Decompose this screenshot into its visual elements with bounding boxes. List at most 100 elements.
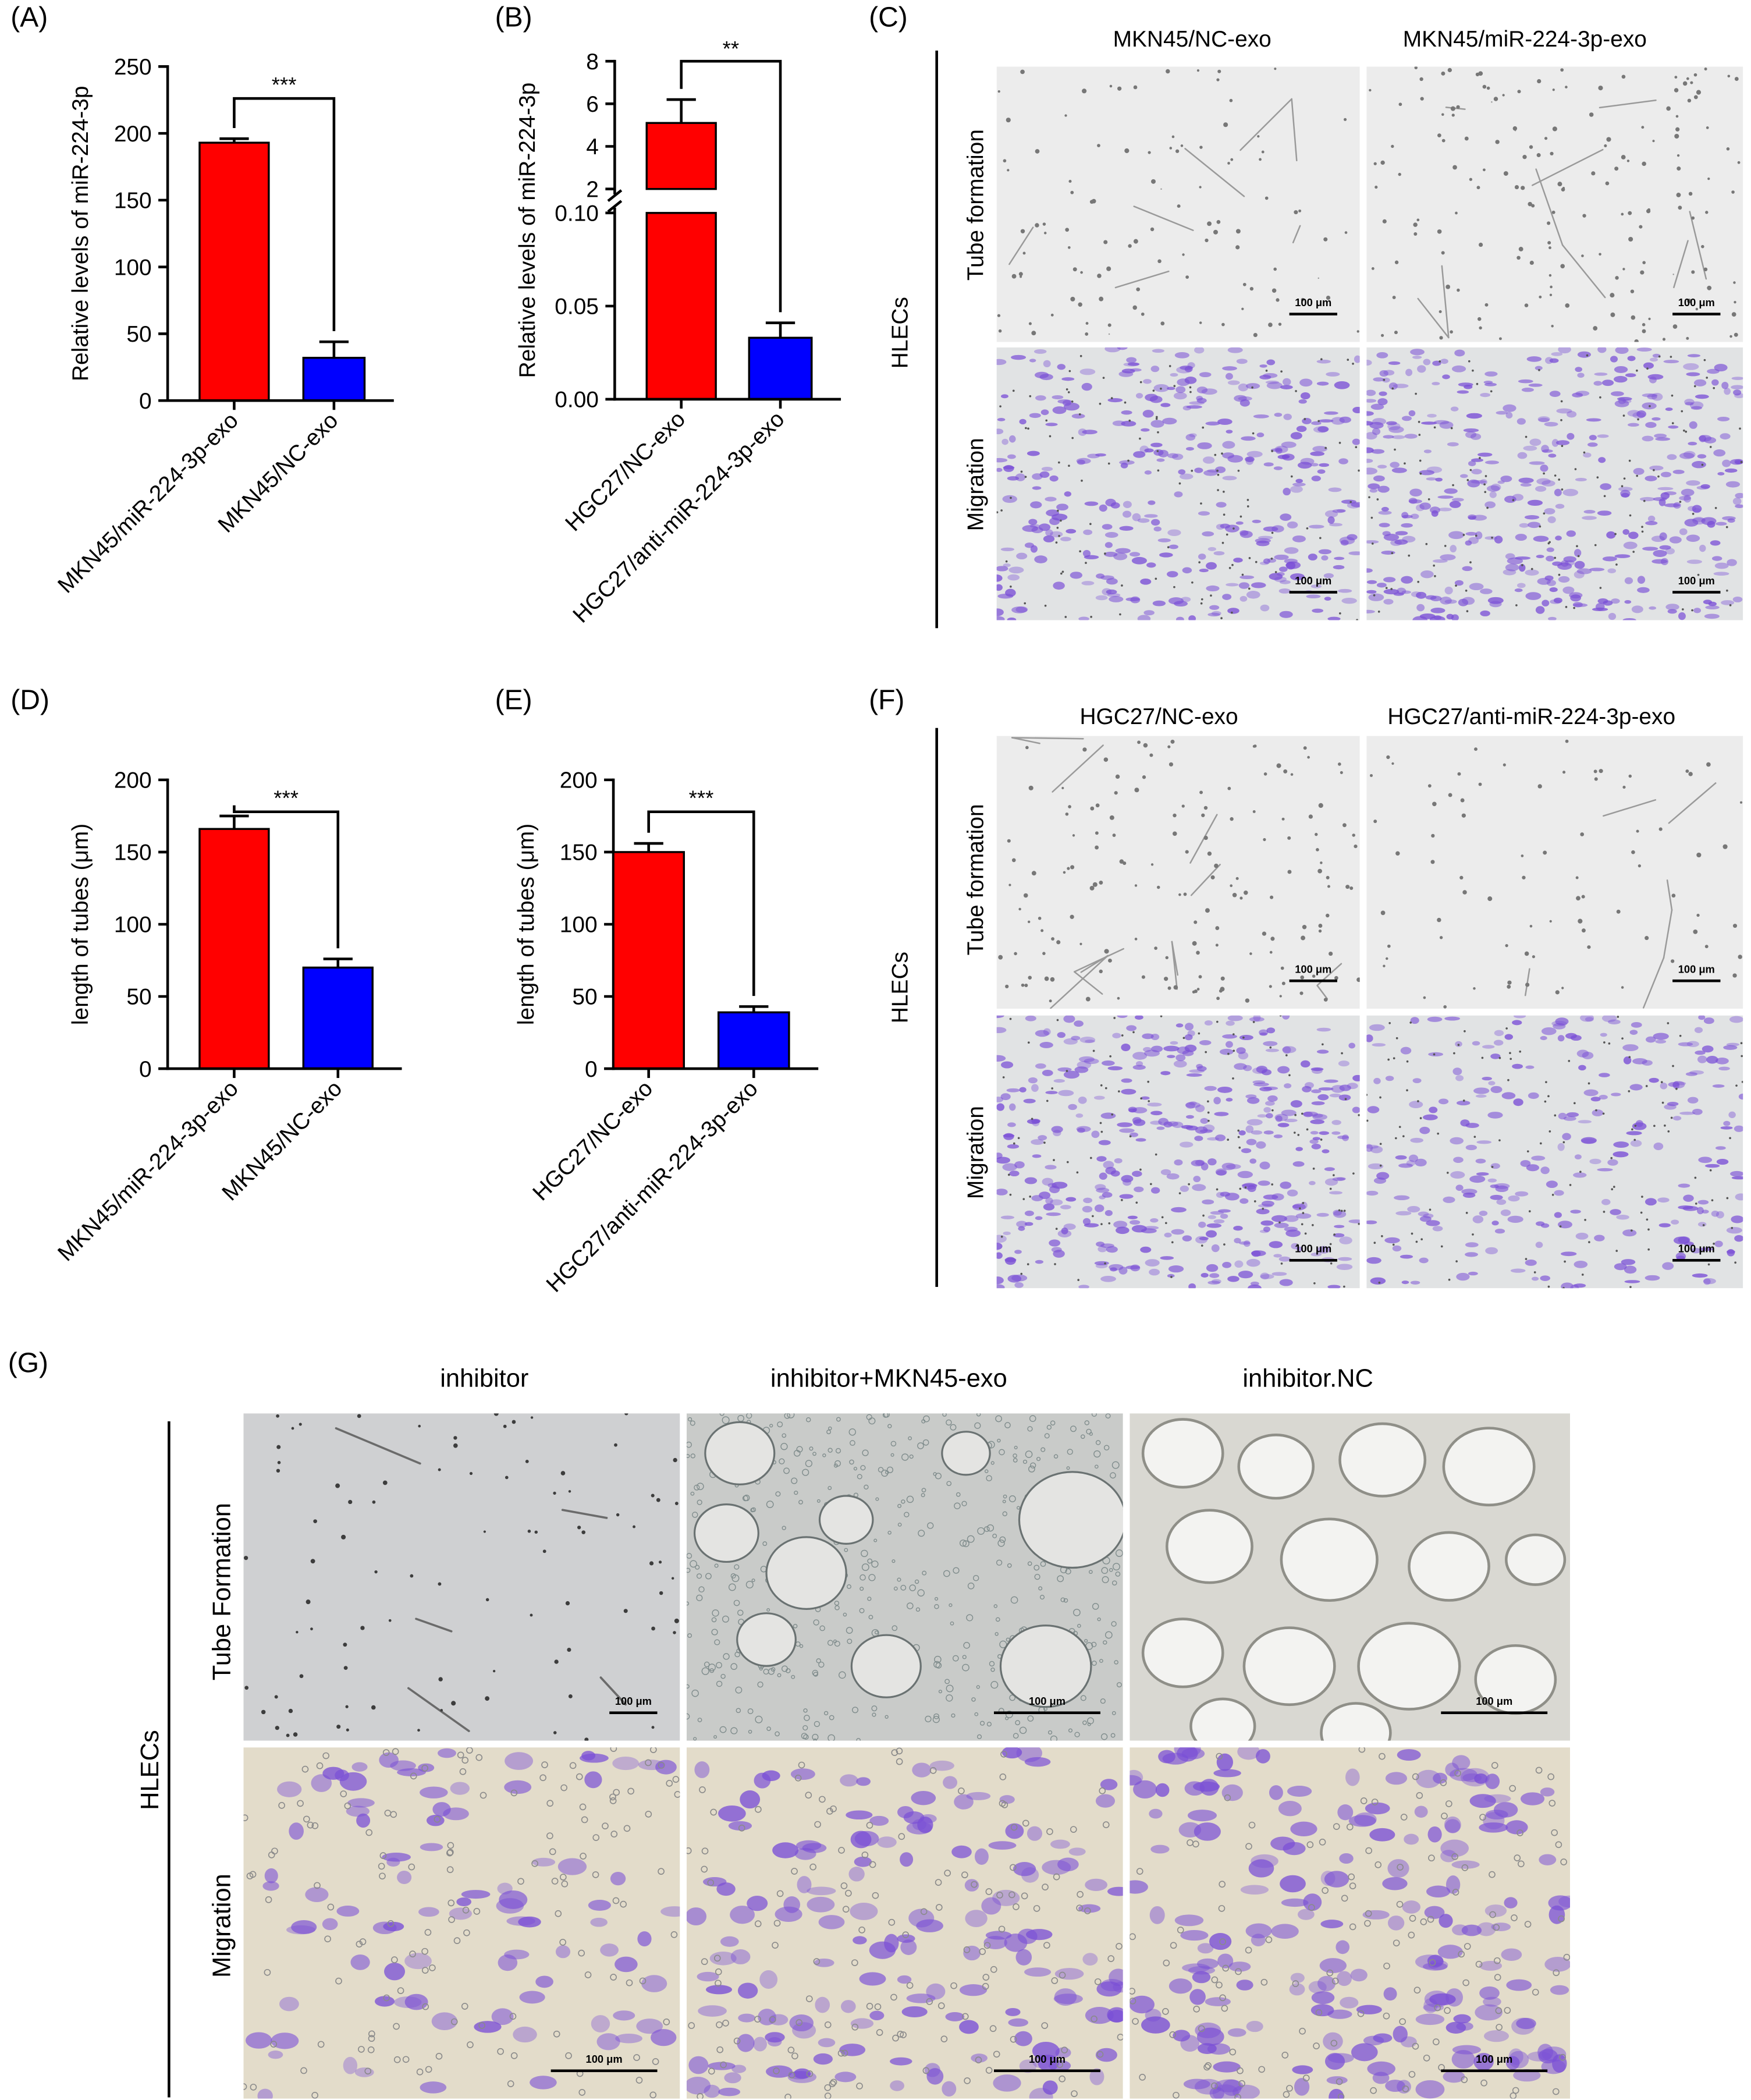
scale-bar-label: 100 μm: [1028, 1695, 1066, 1708]
scale-bar-label: 100 μm: [615, 1695, 652, 1708]
scale-bar: [1672, 979, 1721, 982]
scale-bar: [994, 2069, 1100, 2073]
scale-bar-label: 100 μm: [1678, 1243, 1715, 1255]
x-tick-label: MKN45/miR-224-3p-exo: [53, 1076, 243, 1267]
micrograph-f-tube-nc: 100 μm: [996, 736, 1360, 1009]
y-tick-label: 100: [114, 913, 152, 938]
scale-bar-label: 100 μm: [1295, 963, 1332, 976]
y-tick-label: 100: [114, 255, 152, 280]
bar: [645, 122, 717, 190]
cell-label-hlecs: HLECs: [137, 1730, 165, 1810]
y-tick-label: 50: [572, 985, 597, 1010]
y-tick-label: 0.05: [555, 295, 599, 320]
y-axis-label: Relative levels of miR-224-3p: [515, 83, 540, 378]
micrograph-texture: [243, 1747, 680, 2099]
micrograph-texture: [1366, 1015, 1743, 1289]
micrograph-g-migration-inhibitor: 100 μm: [243, 1747, 680, 2099]
y-tick-label: 2: [586, 177, 599, 202]
y-tick-label: 150: [560, 840, 598, 865]
panel-label-a: (A): [10, 2, 48, 34]
y-tick-label: 200: [560, 768, 598, 793]
panel-label-d: (D): [10, 685, 49, 716]
y-tick-label: 0: [139, 389, 152, 414]
x-tick-label: MKN45/miR-224-3p-exo: [53, 408, 243, 598]
y-tick-label: 0.00: [555, 388, 599, 413]
y-axis-label: length of tubes (μm): [514, 824, 539, 1025]
significance-label: ***: [272, 73, 297, 97]
scale-bar: [1441, 1711, 1548, 1715]
scale-bar-label: 100 μm: [1295, 574, 1332, 587]
y-tick-label: 200: [114, 122, 152, 147]
micrograph-texture: [1130, 1413, 1571, 1741]
micrograph-texture: [996, 66, 1360, 342]
bar: [302, 357, 366, 402]
scale-bar-label: 100 μm: [1678, 963, 1715, 976]
column-header-mkn45-mir-224-3p-exo: MKN45/miR-224-3p-exo: [1402, 26, 1647, 52]
y-tick-label: 0: [139, 1057, 152, 1082]
micrograph-texture: [996, 736, 1360, 1009]
panel-label-e: (E): [495, 685, 532, 716]
scale-bar-label: 100 μm: [1476, 2053, 1513, 2066]
axis-break-mark: [607, 200, 623, 213]
scale-bar-label: 100 μm: [1678, 296, 1715, 309]
row-label-migration: Migration: [208, 1874, 237, 1978]
hlecs-divider: [935, 50, 938, 629]
micrograph-g-tube-inhibitor-mkn45: 100 μm: [686, 1413, 1123, 1741]
micrograph-texture: [1130, 1747, 1571, 2099]
y-tick-label: 100: [560, 913, 598, 938]
significance-bracket: [233, 805, 340, 949]
scale-bar-label: 100 μm: [1476, 1695, 1513, 1708]
bar: [645, 212, 717, 400]
row-label-tube-formation: Tube formation: [963, 804, 989, 956]
micrograph-texture: [996, 1015, 1360, 1289]
y-tick-label: 250: [114, 55, 152, 80]
scale-bar: [994, 1711, 1100, 1715]
micrograph-texture: [243, 1413, 680, 1741]
bar-charts: 050100150200250***MKN45/miR-224-3p-exoMK…: [53, 37, 841, 1297]
column-header-inhibitor-mkn45-exo: inhibitor+MKN45-exo: [770, 1365, 1007, 1393]
cell-label-hlecs: HLECs: [887, 297, 913, 369]
scale-bar: [1289, 979, 1337, 982]
micrograph-c-tube-nc: 100 μm: [996, 66, 1360, 342]
panel-label-b: (B): [495, 2, 532, 34]
scale-bar: [1672, 313, 1721, 315]
scale-bar: [550, 2069, 658, 2073]
row-label-tube-formation: Tube Formation: [208, 1503, 237, 1681]
significance-label: ***: [274, 786, 299, 810]
scale-bar-label: 100 μm: [585, 2053, 623, 2066]
scale-bar: [609, 1711, 658, 1715]
scale-bar-label: 100 μm: [1295, 1243, 1332, 1255]
y-axis-label: length of tubes (μm): [68, 824, 93, 1025]
micrograph-g-tube-inhibitor: 100 μm: [243, 1413, 680, 1741]
column-header-hgc27-nc-exo: HGC27/NC-exo: [1079, 704, 1238, 730]
scale-bar-label: 100 μm: [1028, 2053, 1066, 2066]
scale-bar: [1441, 2069, 1548, 2073]
bar: [198, 141, 270, 402]
y-tick-label: 0.10: [555, 201, 599, 226]
row-label-tube-formation: Tube formation: [963, 129, 989, 281]
micrograph-texture: [1366, 66, 1743, 342]
cell-label-hlecs: HLECs: [887, 952, 913, 1024]
axis-break-mark: [607, 189, 623, 203]
micrograph-c-migration-nc: 100 μm: [996, 347, 1360, 620]
micrograph-g-migration-inhibitor-nc: 100 μm: [1130, 1747, 1571, 2099]
significance-bracket: [233, 97, 336, 331]
x-tick-label: HGC27/anti-miR-224-3p-exo: [542, 1076, 763, 1297]
y-tick-label: 4: [586, 134, 599, 159]
row-label-migration: Migration: [963, 438, 989, 531]
bar: [717, 1011, 790, 1070]
bar: [198, 828, 270, 1070]
significance-bracket: [680, 59, 782, 313]
micrograph-texture: [686, 1747, 1123, 2099]
hlecs-divider: [168, 1421, 171, 2098]
y-tick-label: 0: [585, 1057, 598, 1082]
micrograph-texture: [1366, 347, 1743, 620]
hlecs-divider: [935, 728, 938, 1287]
y-tick-label: 200: [114, 768, 152, 793]
micrograph-texture: [686, 1413, 1123, 1741]
scale-bar-label: 100 μm: [1678, 574, 1715, 587]
column-header-inhibitor-nc: inhibitor.NC: [1242, 1365, 1373, 1393]
scale-bar: [1672, 1259, 1721, 1262]
column-header-hgc27-anti-mir-224-3p-exo: HGC27/anti-miR-224-3p-exo: [1387, 704, 1676, 730]
